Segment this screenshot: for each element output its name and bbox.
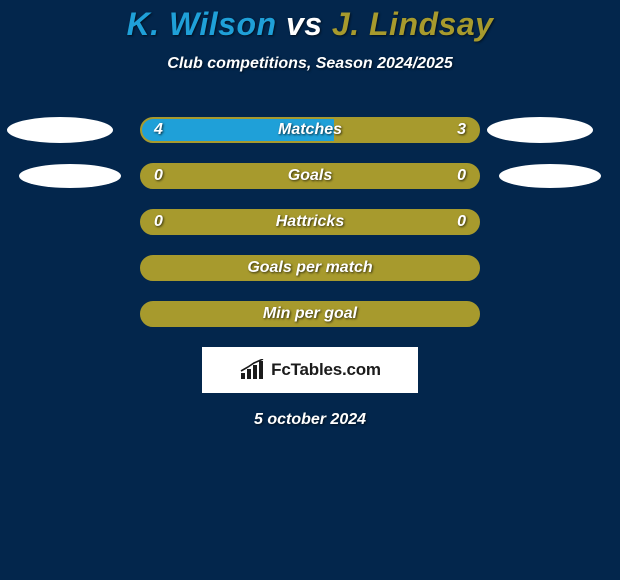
stat-bar: 0 0Hattricks (140, 209, 480, 235)
stat-row: 0 0Hattricks (0, 209, 620, 235)
decorative-ellipse (487, 117, 593, 143)
stat-label: Goals per match (142, 257, 478, 279)
stat-row: 43Matches (0, 117, 620, 143)
stat-row: Goals per match (0, 255, 620, 281)
stat-row: 0 0Goals (0, 163, 620, 189)
source-badge[interactable]: FcTables.com (202, 347, 418, 393)
player1-name: K. Wilson (127, 6, 277, 42)
player2-name: J. Lindsay (332, 6, 494, 42)
page-title: K. Wilson vs J. Lindsay (0, 6, 620, 43)
stat-value-right: 3 (457, 119, 466, 141)
stat-bar: 0 0Goals (140, 163, 480, 189)
decorative-ellipse (499, 164, 601, 188)
source-badge-text: FcTables.com (271, 360, 381, 380)
stat-label: Hattricks (142, 211, 478, 233)
stat-bar: Goals per match (140, 255, 480, 281)
bar-chart-icon (239, 359, 267, 381)
decorative-ellipse (7, 117, 113, 143)
stat-value-left: 0 (154, 211, 163, 233)
stat-value-right: 0 (457, 211, 466, 233)
comparison-card: K. Wilson vs J. Lindsay Club competition… (0, 0, 620, 580)
stat-bar: 43Matches (140, 117, 480, 143)
stat-value-left: 0 (154, 165, 163, 187)
decorative-ellipse (19, 164, 121, 188)
title-vs: vs (286, 6, 323, 42)
stat-label: Goals (142, 165, 478, 187)
stats-list: 43Matches00Goals00HattricksGoals per mat… (0, 117, 620, 327)
subtitle: Club competitions, Season 2024/2025 (0, 55, 620, 73)
stat-bar-fill (142, 119, 334, 141)
stat-label: Min per goal (142, 303, 478, 325)
snapshot-date: 5 october 2024 (0, 411, 620, 429)
stat-value-right: 0 (457, 165, 466, 187)
stat-row: Min per goal (0, 301, 620, 327)
stat-bar: Min per goal (140, 301, 480, 327)
